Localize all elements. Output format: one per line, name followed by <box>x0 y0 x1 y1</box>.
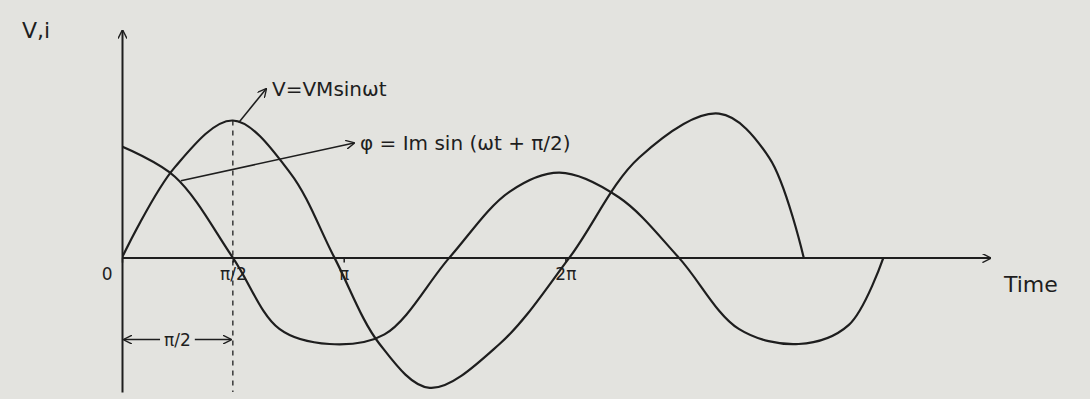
series-line <box>122 147 883 345</box>
guide-line <box>232 121 233 393</box>
series-line <box>122 113 804 387</box>
series-label: φ = Im sin (ωt + π/2) <box>360 131 571 155</box>
label-arrow <box>239 89 266 123</box>
y-axis <box>122 31 123 393</box>
chart: 0π/2π2πTimeV,iV=VMsinωtφ = Im sin (ωt + … <box>0 0 1090 399</box>
x-tick: 0 <box>102 258 123 284</box>
y-axis-title: V,i <box>22 18 50 43</box>
x-tick-label: π <box>339 264 349 284</box>
label-arrow <box>181 143 354 181</box>
background <box>0 0 1090 399</box>
x-tick-label: 0 <box>102 264 113 284</box>
annotation-arrow <box>124 339 160 341</box>
annotation-text: π/2 <box>164 330 191 350</box>
x-axis-line <box>123 257 991 259</box>
plot-area <box>122 113 883 387</box>
y-axis-line <box>122 31 124 393</box>
series-label: V=VMsinωt <box>272 77 387 101</box>
x-tick-mark <box>343 258 345 263</box>
annotation-arrow <box>195 339 231 341</box>
x-axis-title: Time <box>1003 272 1058 297</box>
